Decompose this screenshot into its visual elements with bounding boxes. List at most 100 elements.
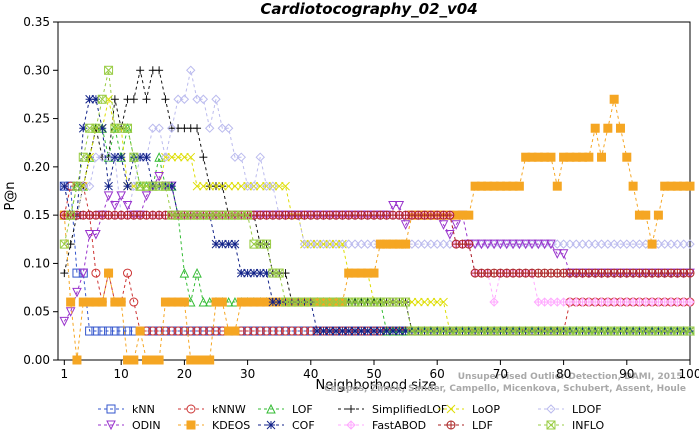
data-point [369, 326, 379, 336]
data-point [211, 181, 221, 191]
series-fastabod [59, 210, 695, 307]
legend-item-kdeos: KDEOS [178, 419, 250, 432]
data-point [344, 239, 354, 249]
data-point [394, 326, 404, 336]
series-knnw [59, 181, 695, 336]
data-point [110, 95, 119, 104]
data-point [110, 200, 120, 211]
data-point [179, 94, 190, 104]
legend-marker [546, 404, 556, 414]
legend-label: LOF [292, 403, 313, 416]
data-point [546, 239, 556, 250]
data-point [180, 152, 189, 162]
data-point [628, 181, 638, 191]
data-point [609, 239, 619, 249]
data-point [558, 249, 569, 259]
legend-marker [346, 420, 356, 430]
data-point [268, 326, 278, 336]
data-point [110, 326, 120, 336]
series-kdeos [59, 94, 695, 365]
data-point [230, 326, 240, 336]
legend-label: SimplifiedLOF [372, 403, 447, 416]
data-point [420, 297, 429, 307]
data-point [293, 326, 303, 336]
data-point [312, 239, 322, 249]
data-point [154, 172, 164, 182]
data-point [255, 326, 265, 336]
data-point [91, 326, 101, 336]
data-point [369, 268, 379, 278]
data-point [60, 269, 69, 278]
data-point [193, 124, 202, 133]
data-point [331, 239, 341, 249]
data-point [325, 239, 335, 249]
data-point [136, 66, 145, 75]
data-point [217, 297, 227, 307]
data-point [628, 239, 638, 249]
data-point [211, 326, 221, 336]
data-point [306, 239, 316, 249]
legend-item-ldf: LDF [438, 419, 493, 432]
data-point [445, 210, 455, 220]
y-tick-label: 0.35 [23, 15, 50, 29]
data-point [584, 239, 594, 249]
data-point [350, 239, 360, 249]
legend-item-loop: LoOP [438, 403, 500, 416]
series-line [64, 214, 690, 303]
data-point [129, 95, 138, 104]
data-point [161, 152, 170, 162]
data-point [508, 239, 518, 250]
legend-item-lof: LOF [258, 403, 313, 416]
x-tick-label: 90 [619, 367, 634, 381]
data-point [78, 268, 89, 279]
data-point [401, 239, 411, 249]
y-tick-label: 0.10 [23, 256, 50, 270]
data-point [514, 239, 525, 250]
legend-label: ODIN [132, 419, 161, 432]
data-point [65, 307, 76, 317]
data-point [59, 181, 69, 191]
data-point [685, 297, 695, 307]
data-point [464, 239, 474, 249]
data-point [224, 239, 233, 249]
series-line [63, 70, 690, 245]
series-line [63, 99, 690, 361]
data-point [242, 181, 253, 191]
data-point [338, 239, 347, 249]
legend-item-simplifiedlof: SimplifiedLOF [338, 403, 447, 416]
data-point [236, 152, 246, 162]
data-point [91, 229, 101, 240]
data-point [287, 326, 297, 336]
data-point [319, 239, 328, 249]
data-point [97, 94, 107, 104]
data-point [173, 326, 183, 336]
data-point [167, 123, 177, 133]
legend-label: KDEOS [212, 419, 250, 432]
data-point [84, 229, 95, 240]
data-point [419, 239, 430, 249]
data-point [622, 152, 632, 162]
x-tick-label: 40 [303, 367, 318, 381]
data-point [571, 239, 581, 249]
legend-item-ldof: LDOF [538, 403, 602, 416]
data-point [255, 181, 265, 191]
data-point [66, 297, 76, 307]
data-point [85, 326, 95, 336]
watermark: Unsupervised Outlier Detection, DAMI, 20… [324, 372, 686, 394]
data-point [198, 94, 209, 104]
data-point [678, 239, 689, 249]
legend-marker [546, 420, 556, 430]
data-point [445, 229, 455, 240]
data-point [72, 181, 82, 191]
data-point [116, 152, 126, 162]
data-point [103, 191, 114, 201]
data-point [104, 65, 114, 75]
data-point [306, 239, 316, 249]
data-point [615, 123, 625, 133]
data-point [685, 326, 695, 336]
data-point [653, 210, 663, 220]
series-knn [59, 181, 695, 336]
y-tick-label: 0.25 [23, 112, 50, 126]
legend-item-fastabod: FastABOD [338, 419, 426, 432]
y-axis-label: P@n [3, 181, 18, 210]
